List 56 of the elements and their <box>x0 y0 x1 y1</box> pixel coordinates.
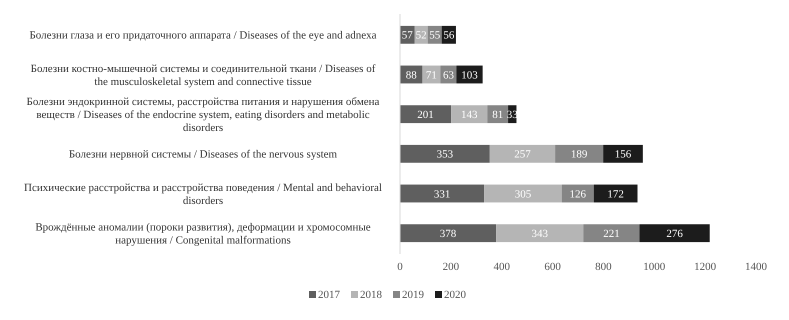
legend-label: 2019 <box>402 289 424 301</box>
data-label: 88 <box>406 69 418 82</box>
data-label: 189 <box>570 148 588 161</box>
bar <box>555 144 604 163</box>
bar <box>400 105 452 124</box>
data-label: 257 <box>514 148 532 161</box>
data-label: 221 <box>603 228 620 240</box>
bar <box>400 144 490 163</box>
data-label: 156 <box>614 148 632 161</box>
x-tick-label: 1000 <box>643 261 666 273</box>
data-label: 143 <box>461 109 478 122</box>
bar <box>562 184 594 202</box>
y-tick-label: Врождённые аномалии (пороки развития), деформации и хромосомные нарушения / Congenital malformations <box>35 222 371 247</box>
data-label: 305 <box>514 188 532 200</box>
data-label: 126 <box>569 188 586 200</box>
data-label: 331 <box>434 188 450 200</box>
data-label: 56 <box>443 30 455 42</box>
bar <box>400 224 496 242</box>
data-label: 71 <box>426 69 437 82</box>
bar <box>400 184 484 202</box>
data-label: 201 <box>417 109 434 122</box>
x-tick-label: 0 <box>397 261 404 273</box>
y-tick-label: Болезни нервной системы / Diseases of the nervous system <box>68 148 338 161</box>
x-tick-label: 1200 <box>694 261 717 273</box>
data-label: 55 <box>429 30 441 42</box>
x-tick-label: 800 <box>595 261 612 273</box>
bar <box>422 66 440 84</box>
legend-label: 2017 <box>318 289 340 301</box>
data-label: 343 <box>531 228 548 240</box>
bar <box>640 224 710 242</box>
bar <box>451 105 488 124</box>
x-tick-label: 400 <box>493 261 510 273</box>
y-tick-label: Болезни глаза и его придаточного аппарата / Diseases of the eye and adnexa <box>29 30 377 42</box>
legend-label: 2020 <box>444 289 466 301</box>
data-label: 103 <box>461 69 478 82</box>
legend-label: 2018 <box>360 289 382 301</box>
bar <box>583 224 640 242</box>
y-tick-label: Психические расстройства и расстройства поведения / Mental and behavioral disorders <box>24 182 382 207</box>
x-tick-label: 200 <box>442 261 460 273</box>
x-tick-label: 1400 <box>745 261 768 273</box>
data-label: 57 <box>402 30 414 42</box>
y-tick-label: Болезни костно-мышечной системы и соединительной ткани / Diseases of the musculoskeletal system and connective tissue <box>30 62 376 88</box>
bar <box>496 224 584 242</box>
data-label: 81 <box>492 109 504 122</box>
data-label: 353 <box>436 148 454 161</box>
bar <box>603 144 643 163</box>
bar <box>594 184 638 202</box>
bar <box>484 184 562 202</box>
data-label: 63 <box>442 69 454 82</box>
bar <box>490 144 556 163</box>
y-tick-label: Болезни эндокринной системы, расстройства питания и нарушения обмена веществ / Diseases of the endocrine system, eating disorders and metabolic disorders <box>26 96 380 134</box>
x-tick-label: 600 <box>544 261 562 273</box>
data-label: 276 <box>666 228 684 240</box>
data-label: 378 <box>440 228 457 240</box>
data-label: 172 <box>607 188 624 200</box>
data-label: 52 <box>416 30 427 42</box>
